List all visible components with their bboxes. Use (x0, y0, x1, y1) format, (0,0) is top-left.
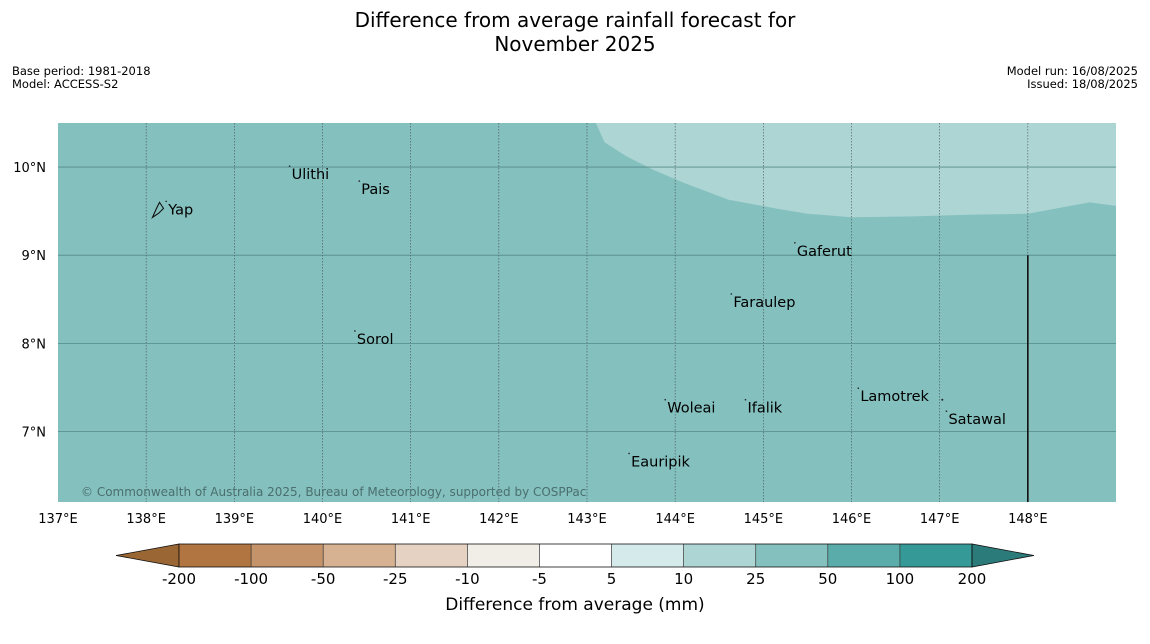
colorbar-extend-low (115, 543, 180, 568)
lat-tick-label: 8°N (22, 337, 47, 352)
place-label-sorol: Sorol (357, 332, 394, 348)
colorbar-tick-label: 5 (607, 570, 617, 588)
island-marker (730, 293, 733, 295)
place-label-pais: Pais (361, 182, 390, 198)
model-run: Model run: 16/08/2025 (1006, 64, 1138, 78)
colorbar-tick-label: -5 (532, 570, 547, 588)
yap-island-shape (151, 201, 165, 219)
lon-tick-label: 137°E (38, 512, 78, 527)
colorbar-tick-label: -50 (311, 570, 336, 588)
colorbar-outline (178, 543, 973, 568)
lon-tick-label: 145°E (744, 512, 784, 527)
place-label-gaferut: Gaferut (797, 244, 852, 260)
island-marker (744, 398, 747, 401)
colorbar-swatch (251, 544, 324, 567)
lat-tick-label: 10°N (13, 161, 46, 176)
colorbar: -200 -100 -50 -25 -10 -5 5 10 25 50 100 200 Differen… (115, 543, 1035, 615)
lon-tick-label: 147°E (920, 512, 960, 527)
chart-title: Difference from average rainfall forecas… (0, 8, 1150, 56)
copyright-notice: © Commonwealth of Australia 2025, Bureau… (81, 485, 586, 499)
rainfall-region-upper (595, 123, 1116, 218)
island-marker (794, 242, 796, 244)
colorbar-tick-label: 25 (746, 570, 765, 588)
lon-tick-label: 146°E (832, 512, 872, 527)
title-line-2: November 2025 (494, 32, 656, 56)
place-label-yap: Yap (167, 202, 193, 218)
colorbar-tick-label: 50 (818, 570, 837, 588)
colorbar-tick-label: -200 (162, 570, 196, 588)
lat-tick-label: 7°N (22, 425, 47, 440)
colorbar-tick-label: 10 (674, 570, 693, 588)
colorbar-tick-label: -100 (234, 570, 268, 588)
colorbar-swatch (683, 544, 756, 567)
place-label-ifalik: Ifalik (747, 401, 782, 417)
lon-tick-label: 141°E (391, 512, 431, 527)
island-marker (945, 410, 948, 412)
lon-tick-label: 144°E (655, 512, 695, 527)
place-label-eauripik: Eauripik (631, 454, 690, 470)
place-label-woleai: Woleai (667, 401, 715, 417)
issued-date: Issued: 18/08/2025 (1027, 77, 1138, 91)
colorbar-extend-high (971, 543, 1035, 568)
island-marker (628, 452, 630, 455)
island-marker (358, 180, 361, 182)
colorbar-swatch (395, 544, 468, 567)
model-name: Model: ACCESS-S2 (12, 77, 119, 91)
island-marker (165, 200, 168, 203)
lon-tick-label: 139°E (215, 512, 255, 527)
island-marker (354, 330, 356, 332)
colorbar-swatch (899, 544, 972, 567)
place-label-lamotrek: Lamotrek (860, 389, 929, 405)
colorbar-title: Difference from average (mm) (445, 595, 704, 615)
colorbar-swatch (611, 544, 684, 567)
colorbar-tick-label: -10 (455, 570, 480, 588)
title-line-1: Difference from average rainfall forecas… (354, 8, 796, 32)
colorbar-swatch (323, 544, 396, 567)
lon-tick-label: 138°E (126, 512, 166, 527)
colorbar-tick-label: 100 (886, 570, 915, 588)
lon-tick-label: 140°E (303, 512, 343, 527)
lon-tick-label: 142°E (479, 512, 519, 527)
base-period: Base period: 1981-2018 (12, 64, 151, 78)
metadata-right: Model run: 16/08/2025 Issued: 18/08/2025 (1007, 65, 1138, 91)
island-marker (288, 165, 291, 167)
colorbar-swatch (179, 544, 252, 567)
colorbar-swatch (539, 544, 612, 567)
island-marker (664, 398, 667, 401)
colorbar-tick-label: 200 (958, 570, 987, 588)
colorbar-swatch (755, 544, 828, 567)
map-layer: Yap Ulithi Pais Gaferut Faraulep Sorol Woleai I… (13, 123, 1116, 527)
lon-tick-label: 143°E (567, 512, 607, 527)
metadata-left: Base period: 1981-2018 Model: ACCESS-S2 (12, 65, 151, 91)
lat-tick-label: 9°N (22, 249, 47, 264)
colorbar-swatch (467, 544, 540, 567)
place-label-faraulep: Faraulep (733, 295, 795, 311)
place-label-satawal: Satawal (948, 412, 1005, 428)
colorbar-tick-label: -25 (383, 570, 408, 588)
place-label-ulithi: Ulithi (292, 167, 330, 183)
island-marker (857, 387, 860, 390)
island-marker (941, 398, 944, 401)
lon-tick-label: 148°E (1008, 512, 1048, 527)
colorbar-swatch (827, 544, 900, 567)
